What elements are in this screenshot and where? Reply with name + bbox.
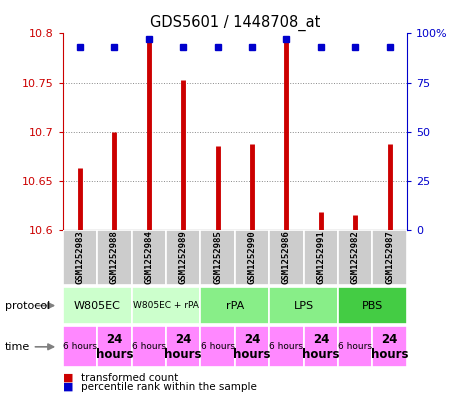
- Text: W805EC: W805EC: [74, 301, 120, 310]
- Text: GSM1252989: GSM1252989: [179, 231, 188, 284]
- Bar: [200, 326, 235, 367]
- Bar: [269, 287, 338, 324]
- Bar: [269, 230, 304, 285]
- Text: GSM1252991: GSM1252991: [316, 231, 326, 284]
- Bar: [166, 230, 200, 285]
- Text: 24
hours: 24 hours: [96, 333, 133, 361]
- Text: 6 hours: 6 hours: [132, 342, 166, 351]
- Bar: [235, 230, 269, 285]
- Title: GDS5601 / 1448708_at: GDS5601 / 1448708_at: [150, 15, 320, 31]
- Bar: [304, 326, 338, 367]
- Bar: [132, 326, 166, 367]
- Text: GSM1252987: GSM1252987: [385, 231, 394, 284]
- Text: rPA: rPA: [226, 301, 244, 310]
- Bar: [200, 230, 235, 285]
- Text: 24
hours: 24 hours: [165, 333, 202, 361]
- Bar: [132, 230, 166, 285]
- Text: time: time: [5, 342, 30, 352]
- Bar: [338, 287, 407, 324]
- Text: GSM1252986: GSM1252986: [282, 231, 291, 284]
- Text: 6 hours: 6 hours: [269, 342, 304, 351]
- Bar: [97, 230, 132, 285]
- Bar: [63, 326, 97, 367]
- Text: ■: ■: [63, 382, 73, 392]
- Text: percentile rank within the sample: percentile rank within the sample: [81, 382, 257, 392]
- Bar: [372, 230, 407, 285]
- Text: 6 hours: 6 hours: [200, 342, 235, 351]
- Text: GSM1252988: GSM1252988: [110, 231, 119, 284]
- Text: 24
hours: 24 hours: [233, 333, 271, 361]
- Bar: [97, 326, 132, 367]
- Text: GSM1252985: GSM1252985: [213, 231, 222, 284]
- Text: LPS: LPS: [293, 301, 314, 310]
- Text: 6 hours: 6 hours: [338, 342, 372, 351]
- Text: transformed count: transformed count: [81, 373, 179, 383]
- Bar: [132, 287, 200, 324]
- Bar: [166, 326, 200, 367]
- Text: GSM1252982: GSM1252982: [351, 231, 360, 284]
- Text: 24
hours: 24 hours: [302, 333, 339, 361]
- Text: W805EC + rPA: W805EC + rPA: [133, 301, 199, 310]
- Bar: [338, 230, 372, 285]
- Bar: [269, 326, 304, 367]
- Bar: [338, 326, 372, 367]
- Text: ■: ■: [63, 373, 73, 383]
- Bar: [372, 326, 407, 367]
- Text: GSM1252983: GSM1252983: [75, 231, 85, 284]
- Bar: [200, 287, 269, 324]
- Bar: [304, 230, 338, 285]
- Text: GSM1252984: GSM1252984: [144, 231, 153, 284]
- Text: 6 hours: 6 hours: [63, 342, 97, 351]
- Bar: [235, 326, 269, 367]
- Text: GSM1252990: GSM1252990: [247, 231, 257, 284]
- Text: protocol: protocol: [5, 301, 50, 310]
- Text: 24
hours: 24 hours: [371, 333, 408, 361]
- Text: PBS: PBS: [362, 301, 383, 310]
- Bar: [63, 230, 97, 285]
- Bar: [63, 287, 132, 324]
